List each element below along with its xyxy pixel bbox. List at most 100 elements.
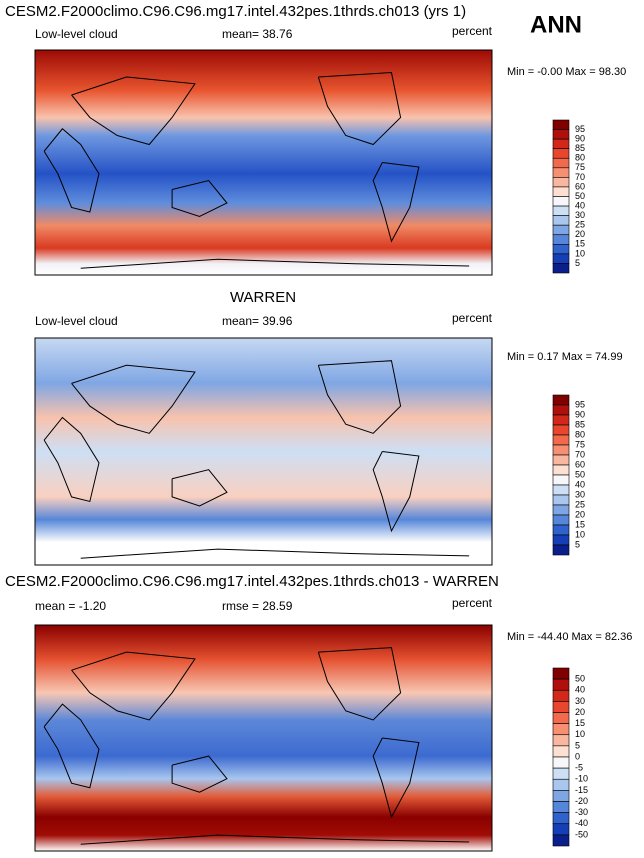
colorbar-label: 40: [575, 200, 585, 210]
colorbar-label: 40: [575, 685, 585, 695]
colorbar-cell: [552, 205, 570, 216]
coastline: [71, 364, 196, 434]
coastline: [71, 76, 196, 146]
colorbar-cell: [552, 534, 570, 546]
colorbar-cell: [552, 186, 570, 197]
colorbar-cell: [552, 734, 570, 747]
colorbar-label: -15: [575, 785, 588, 795]
coastline: [372, 451, 420, 533]
units-label: percent: [452, 311, 493, 325]
colorbar-label: -40: [575, 818, 588, 828]
left-label: mean = -1.20: [35, 599, 106, 613]
colorbar-label: 80: [575, 153, 585, 163]
colorbar-label: 70: [575, 449, 585, 459]
colorbar-label: 85: [575, 143, 585, 153]
colorbar-label: 25: [575, 499, 585, 509]
coastline: [80, 548, 470, 559]
coastline: [372, 737, 420, 819]
colorbar-label: 15: [575, 718, 585, 728]
map-field: [35, 338, 492, 565]
colorbar-cell: [552, 434, 570, 446]
colorbar-cell: [552, 215, 570, 226]
colorbar-cell: [552, 148, 570, 159]
colorbar-label: -20: [575, 796, 588, 806]
colorbar-label: 30: [575, 696, 585, 706]
colorbar-cell: [552, 177, 570, 188]
colorbar-label: 10: [575, 729, 585, 739]
center-label: rmse = 28.59: [222, 599, 293, 613]
colorbar-label: 25: [575, 220, 585, 230]
colorbar-cell: [552, 544, 570, 556]
colorbar-cell: [552, 474, 570, 486]
colorbar-cell: [552, 514, 570, 526]
colorbar-label: 30: [575, 489, 585, 499]
colorbar-cell: [552, 224, 570, 236]
coastline: [43, 703, 100, 789]
colorbar-label: 10: [575, 529, 585, 539]
colorbar-label: -30: [575, 807, 588, 817]
colorbar-cell: [552, 253, 570, 264]
center-label: mean= 38.76: [222, 27, 293, 41]
colorbar-cell: [552, 689, 570, 702]
colorbar-cell: [552, 524, 570, 536]
colorbar-cell: [552, 196, 570, 207]
colorbar-label: 40: [575, 479, 585, 489]
min-max: Min = 0.17 Max = 74.99: [507, 351, 623, 363]
colorbar-label: 70: [575, 172, 585, 182]
colorbar-label: 20: [575, 707, 585, 717]
colorbar-label: 60: [575, 459, 585, 469]
colorbar-cell: [552, 404, 570, 416]
colorbar-cell: [552, 263, 570, 274]
colorbar-cell: [552, 834, 570, 847]
colorbar-label: 5: [575, 258, 580, 268]
colorbar-label: 85: [575, 419, 585, 429]
colorbar-cell: [552, 484, 570, 496]
colorbar-cell: [552, 801, 570, 813]
colorbar-cell: [552, 119, 570, 130]
units-label: percent: [452, 596, 493, 610]
colorbar-label: 90: [575, 409, 585, 419]
colorbar-cell: [552, 444, 570, 456]
colorbar-cell: [552, 678, 570, 691]
panel-title: WARREN: [230, 289, 296, 306]
colorbar-label: 50: [575, 469, 585, 479]
colorbar-label: 90: [575, 134, 585, 144]
min-max: Min = -44.40 Max = 82.36: [507, 631, 632, 643]
colorbar-label: -10: [575, 774, 588, 784]
colorbar-cell: [552, 244, 570, 255]
colorbar-label: 75: [575, 162, 585, 172]
colorbar-cell: [552, 494, 570, 506]
colorbar-cell: [552, 504, 570, 516]
colorbar-cell: [552, 723, 570, 736]
colorbar-cell: [552, 756, 570, 769]
colorbar-label: 95: [575, 399, 585, 409]
colorbar-cell: [552, 712, 570, 724]
coastline: [71, 651, 196, 721]
colorbar-label: 50: [575, 674, 585, 684]
coastline: [317, 71, 402, 146]
map-field: [35, 625, 492, 851]
colorbar-label: 30: [575, 210, 585, 220]
colorbar-label: 10: [575, 248, 585, 258]
colorbar-cell: [552, 667, 570, 680]
colorbar-label: 5: [575, 740, 580, 750]
colorbar-label: 0: [575, 751, 580, 761]
colorbar-cell: [552, 234, 570, 245]
coastline: [317, 647, 402, 721]
coastline: [171, 179, 228, 218]
colorbar-cell: [552, 464, 570, 476]
center-label: mean= 39.96: [222, 314, 293, 328]
coastline: [80, 834, 470, 845]
colorbar-label: 5: [575, 539, 580, 549]
left-label: Low-level cloud: [35, 27, 118, 41]
colorbar-cell: [552, 394, 570, 406]
colorbar-label: 20: [575, 509, 585, 519]
colorbar-cell: [552, 701, 570, 713]
colorbar-cell: [552, 745, 570, 758]
colorbar-cell: [552, 129, 570, 140]
panel-title: CESM2.F2000climo.C96.C96.mg17.intel.432p…: [5, 3, 466, 20]
colorbar-cell: [552, 157, 570, 169]
colorbar-label: -50: [575, 829, 588, 839]
colorbar-label: -5: [575, 763, 583, 773]
